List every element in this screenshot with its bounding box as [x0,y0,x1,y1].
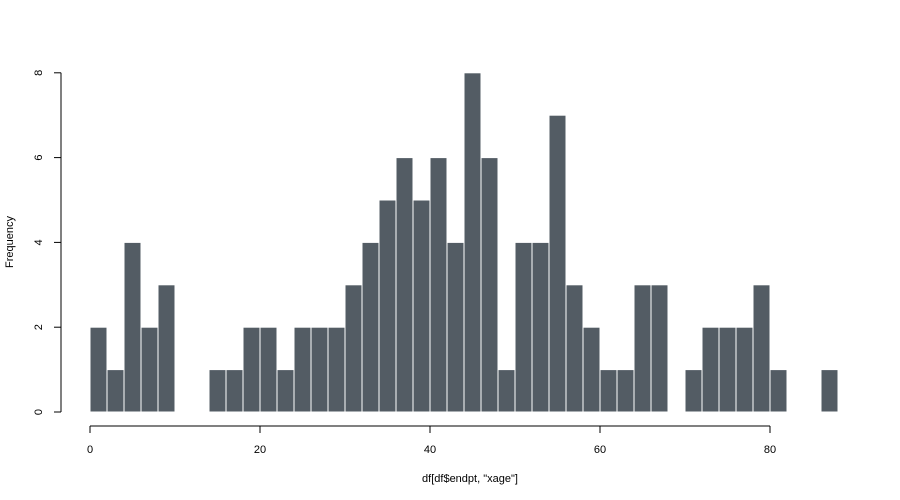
x-axis-ticks: 0 20 40 60 80 [87,426,776,456]
histogram-bar [412,199,431,413]
histogram-bar [497,369,516,413]
histogram-bar [242,326,261,413]
histogram-bar [463,72,482,413]
y-tick-label: 4 [33,239,45,245]
histogram-bar [752,284,771,413]
histogram-bar [89,326,108,413]
histogram-bar [701,326,720,413]
y-axis-ticks: 0 2 4 6 8 [33,70,61,415]
y-tick-label: 2 [33,324,45,330]
histogram-bar [140,326,159,413]
histogram-bar [735,326,754,413]
histogram-bar [157,284,176,413]
histogram-bar [225,369,244,413]
histogram-bar [429,157,448,413]
x-tick-label: 80 [764,444,776,456]
x-axis-title: df[df$endpt, "xage"] [422,473,518,485]
histogram-bar [769,369,788,413]
y-tick-label: 8 [33,70,45,76]
histogram-bar [514,241,533,413]
histogram-bar [208,369,227,413]
y-tick-label: 0 [33,409,45,415]
histogram-bar [820,369,839,413]
histogram-bar [650,284,669,413]
histogram-bar [548,114,567,413]
histogram-bar [616,369,635,413]
histogram-bar [123,241,142,413]
histogram-bar [310,326,329,413]
histogram-bar [293,326,312,413]
histogram-bar [106,369,125,413]
histogram-bar [599,369,618,413]
histogram-bar [684,369,703,413]
y-tick-label: 6 [33,155,45,161]
histogram-bar [276,369,295,413]
histogram-bar [531,241,550,413]
y-axis: 0 2 4 6 8 [33,70,62,415]
x-tick-label: 40 [424,444,436,456]
x-tick-label: 20 [254,444,266,456]
histogram-bar [480,157,499,413]
histogram-bar [565,284,584,413]
x-tick-label: 60 [594,444,606,456]
histogram-bar [327,326,346,413]
histogram-bars [89,72,839,413]
histogram-bar [633,284,652,413]
histogram-bar [378,199,397,413]
histogram-bar [718,326,737,413]
x-tick-label: 0 [87,444,93,456]
histogram-bar [446,241,465,413]
histogram-bar [259,326,278,413]
histogram-bar [344,284,363,413]
histogram-bar [361,241,380,413]
x-axis: 0 20 40 60 80 [87,425,776,456]
histogram-bar [395,157,414,413]
histogram-bar [582,326,601,413]
y-axis-title: Frequency [4,216,16,268]
